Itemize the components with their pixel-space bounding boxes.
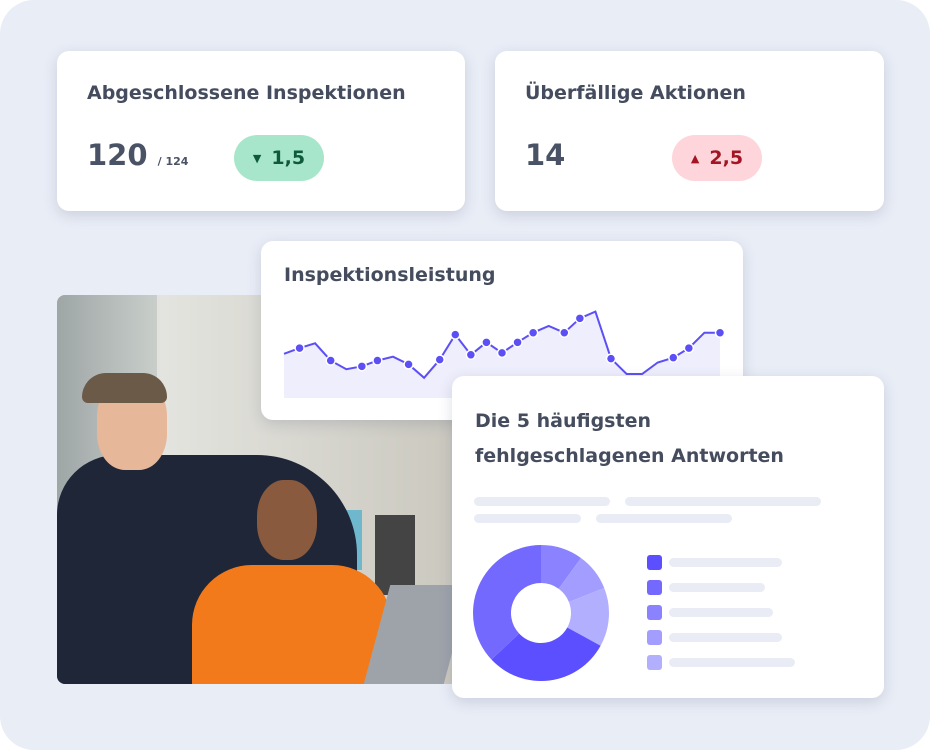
donut-chart [473, 545, 609, 681]
chart-point [668, 352, 679, 363]
chart-point [465, 349, 477, 361]
triangle-down-icon: ▼ [252, 151, 262, 165]
legend-swatch [647, 655, 662, 670]
card-title: Die 5 häufigsten fehlgeschlagenen Antwor… [475, 410, 784, 467]
legend-placeholder-label [669, 558, 782, 567]
chart-point [574, 313, 586, 324]
chart-point [683, 342, 695, 354]
legend-swatch [647, 580, 662, 595]
kpi-value-total: / 124 [157, 155, 189, 168]
placeholder-text-line [474, 514, 581, 523]
placeholder-text-line [625, 497, 821, 506]
kpi-value: 120 / 124 [87, 138, 188, 172]
legend-placeholder-label [669, 583, 765, 592]
donut-slice [541, 545, 581, 589]
chart-point [434, 354, 445, 365]
chart-point [512, 337, 523, 348]
kpi-value-number: 120 [87, 138, 148, 172]
chart-point [403, 359, 414, 370]
chart-point [605, 353, 617, 364]
placeholder-text-line [596, 514, 732, 523]
donut-slice [567, 587, 609, 646]
triangle-up-icon: ▲ [690, 151, 700, 165]
delta-badge: ▼ 1,5 [234, 135, 324, 181]
legend-placeholder-label [669, 608, 773, 617]
top-failed-answers-card: Die 5 häufigsten fehlgeschlagenen Antwor… [452, 376, 884, 698]
delta-value: 1,5 [271, 147, 306, 169]
chart-point [356, 361, 368, 372]
kpi-value: 14 [525, 138, 566, 172]
donut-slice [473, 545, 541, 660]
chart-point [481, 337, 492, 348]
donut-slice [558, 557, 605, 602]
chart-point [372, 355, 383, 366]
placeholder-text-line [474, 497, 610, 506]
chart-point [450, 329, 461, 340]
delta-badge: ▲ 2,5 [672, 135, 762, 181]
kpi-title: Überfällige Aktionen [525, 82, 746, 104]
legend-swatch [647, 605, 662, 620]
chart-title: Inspektionsleistung [284, 264, 496, 286]
chart-point [325, 355, 336, 366]
chart-point [714, 327, 726, 338]
legend-placeholder-label [669, 658, 795, 667]
donut-slice [491, 627, 601, 681]
kpi-title: Abgeschlossene Inspektionen [87, 82, 406, 104]
chart-point [294, 342, 305, 354]
chart-point [527, 327, 539, 338]
legend-placeholder-label [669, 633, 782, 642]
legend-swatch [647, 630, 662, 645]
delta-value: 2,5 [709, 147, 744, 169]
kpi-card-overdue-actions: Überfällige Aktionen 14 ▲ 2,5 [495, 51, 884, 211]
kpi-card-completed-inspections: Abgeschlossene Inspektionen 120 / 124 ▼ … [57, 51, 465, 211]
chart-point [559, 327, 570, 338]
chart-point [496, 347, 508, 359]
legend-swatch [647, 555, 662, 570]
